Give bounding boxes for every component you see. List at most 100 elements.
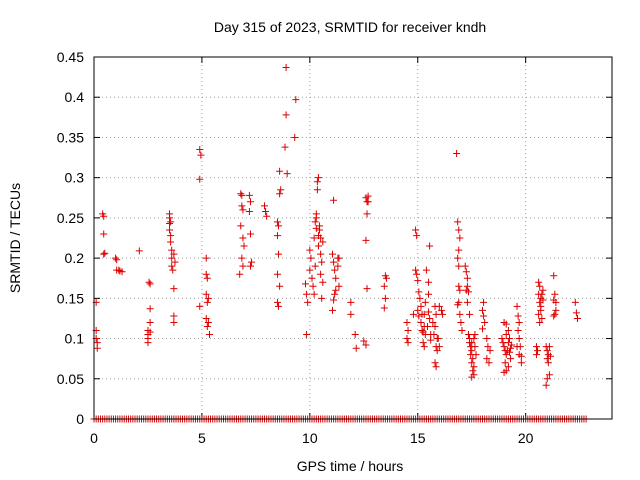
data-point: [453, 150, 461, 158]
x-tick-label: 20: [518, 430, 534, 446]
data-point: [426, 242, 434, 250]
data-point: [421, 298, 429, 306]
data-point: [317, 270, 325, 278]
data-point: [145, 278, 153, 286]
data-point: [456, 310, 464, 318]
data-point: [275, 302, 283, 310]
data-point: [332, 274, 340, 282]
data-point: [535, 310, 543, 318]
y-tick-label: 0.2: [65, 250, 85, 266]
data-point: [403, 318, 411, 326]
data-point: [502, 320, 510, 328]
data-point: [146, 328, 154, 336]
data-point: [166, 220, 174, 228]
data-point: [505, 335, 513, 343]
data-point: [470, 363, 478, 371]
data-point: [466, 310, 474, 318]
data-point: [382, 274, 390, 282]
data-point: [418, 327, 426, 335]
data-point: [307, 254, 315, 262]
data-point: [539, 296, 547, 304]
data-point: [431, 322, 439, 330]
data-point: [304, 298, 312, 306]
data-point: [317, 234, 325, 242]
y-axis-label: SRMTID / TECUs: [7, 183, 23, 293]
data-point: [100, 212, 108, 220]
data-point: [426, 314, 434, 322]
data-point: [425, 308, 433, 316]
data-point: [545, 371, 553, 379]
data-point: [100, 250, 108, 258]
x-tick-label: 5: [198, 430, 206, 446]
data-point: [431, 359, 439, 367]
data-point: [273, 298, 281, 306]
data-point: [430, 331, 438, 339]
data-point: [318, 294, 326, 302]
data-point: [363, 285, 371, 293]
data-point: [318, 258, 326, 266]
data-point: [483, 355, 491, 363]
data-point: [464, 331, 472, 339]
data-point: [537, 302, 545, 310]
data-point: [422, 266, 430, 274]
data-point: [314, 242, 322, 250]
data-point: [517, 352, 525, 360]
data-point: [261, 202, 269, 210]
data-point: [455, 282, 463, 290]
data-point: [545, 343, 553, 351]
data-point: [118, 268, 126, 276]
data-point: [484, 343, 492, 351]
data-point: [507, 344, 515, 352]
data-point: [464, 288, 472, 296]
data-point: [330, 196, 338, 204]
data-point: [571, 298, 579, 306]
data-point: [502, 331, 510, 339]
data-point: [144, 339, 152, 347]
data-point: [362, 341, 370, 349]
data-point: [380, 304, 388, 312]
data-point: [317, 250, 325, 258]
data-point: [454, 218, 462, 226]
y-tick-label: 0.1: [65, 331, 85, 347]
data-point: [420, 343, 428, 351]
data-point: [313, 186, 321, 194]
data-point: [415, 288, 423, 296]
data-point: [328, 306, 336, 314]
data-point: [550, 312, 558, 320]
data-point: [202, 270, 210, 278]
data-point: [457, 318, 465, 326]
axis-ticks: 0 0.05 0.1 0.15 0.2 0.25 0.3 0.35 0.4 0.45 0 5 10 15 2…: [57, 49, 612, 446]
data-point: [434, 335, 442, 343]
data-point: [330, 258, 338, 266]
y-tick-label: 0: [76, 411, 84, 427]
data-point: [514, 327, 522, 335]
data-point: [170, 285, 178, 293]
data-point: [483, 335, 491, 343]
data-point: [500, 368, 508, 376]
data-point: [413, 270, 421, 278]
data-point: [168, 246, 176, 254]
data-point: [420, 310, 428, 318]
data-point: [100, 230, 108, 238]
data-point: [335, 282, 343, 290]
data-point: [433, 347, 441, 355]
data-point: [515, 335, 523, 343]
data-point: [239, 262, 247, 270]
data-point: [415, 312, 423, 320]
data-point: [546, 352, 554, 360]
data-point: [538, 314, 546, 322]
data-point: [310, 290, 318, 298]
data-point: [455, 226, 463, 234]
data-point: [539, 286, 547, 294]
data-point: [456, 286, 464, 294]
data-point: [515, 318, 523, 326]
data-point: [501, 359, 509, 367]
data-point: [273, 270, 281, 278]
data-point: [204, 318, 212, 326]
data-point: [412, 226, 420, 234]
data-point: [347, 298, 355, 306]
y-tick-label: 0.35: [57, 129, 84, 145]
data-point: [347, 310, 355, 318]
data-point: [472, 351, 480, 359]
x-tick-label: 10: [302, 430, 318, 446]
